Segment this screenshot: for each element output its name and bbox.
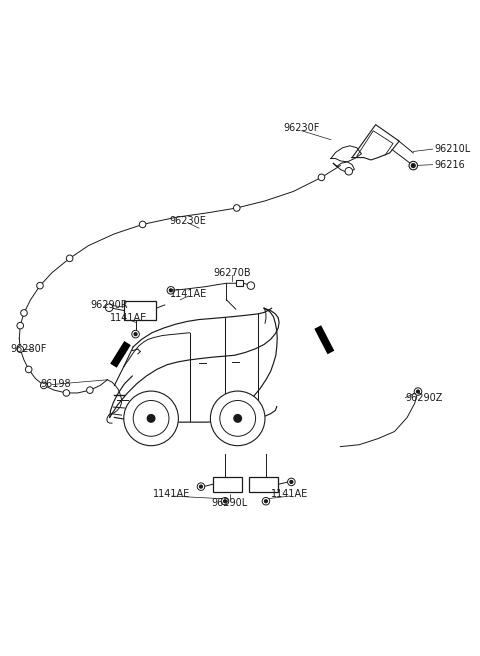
Circle shape xyxy=(220,401,255,436)
Text: 96290Z: 96290Z xyxy=(405,393,443,403)
Circle shape xyxy=(147,415,155,422)
Circle shape xyxy=(210,391,265,445)
Circle shape xyxy=(234,415,241,422)
Circle shape xyxy=(262,497,270,505)
Text: 1141AE: 1141AE xyxy=(153,489,191,499)
Circle shape xyxy=(233,205,240,211)
Circle shape xyxy=(417,390,420,393)
Circle shape xyxy=(224,500,227,502)
Text: 96290L: 96290L xyxy=(212,498,248,508)
Circle shape xyxy=(264,500,267,502)
Bar xyxy=(236,281,243,286)
Bar xyxy=(213,477,242,492)
Circle shape xyxy=(17,346,24,352)
Text: 96210L: 96210L xyxy=(434,144,471,154)
Circle shape xyxy=(345,167,352,175)
Bar xyxy=(249,477,278,492)
Circle shape xyxy=(40,382,47,389)
Circle shape xyxy=(139,221,146,228)
Circle shape xyxy=(36,282,43,289)
Circle shape xyxy=(17,322,24,329)
Circle shape xyxy=(197,483,205,491)
Circle shape xyxy=(86,387,93,394)
Circle shape xyxy=(290,480,293,483)
Bar xyxy=(124,301,156,320)
Text: 96230F: 96230F xyxy=(284,123,320,133)
Circle shape xyxy=(106,304,113,312)
Text: 96270B: 96270B xyxy=(213,268,251,278)
Circle shape xyxy=(288,478,295,485)
Circle shape xyxy=(134,333,137,335)
Circle shape xyxy=(167,287,175,294)
Text: 96280F: 96280F xyxy=(11,344,47,354)
Circle shape xyxy=(133,401,169,436)
Circle shape xyxy=(132,331,139,338)
Text: 1141AE: 1141AE xyxy=(170,289,207,299)
Circle shape xyxy=(247,282,255,289)
Text: 96290R: 96290R xyxy=(90,300,128,310)
Text: 1141AE: 1141AE xyxy=(271,489,308,499)
Circle shape xyxy=(409,161,418,170)
Circle shape xyxy=(66,255,73,262)
Circle shape xyxy=(169,289,172,292)
Circle shape xyxy=(200,485,203,488)
Text: 96198: 96198 xyxy=(40,379,71,390)
Text: 96216: 96216 xyxy=(434,159,465,170)
Text: 1141AE: 1141AE xyxy=(110,313,147,323)
Circle shape xyxy=(221,497,229,505)
Text: 96230E: 96230E xyxy=(169,216,206,226)
Circle shape xyxy=(25,366,32,373)
Circle shape xyxy=(318,174,325,180)
Circle shape xyxy=(124,391,179,445)
Circle shape xyxy=(63,390,70,396)
Circle shape xyxy=(414,388,422,396)
Circle shape xyxy=(21,310,27,316)
Circle shape xyxy=(411,164,415,167)
